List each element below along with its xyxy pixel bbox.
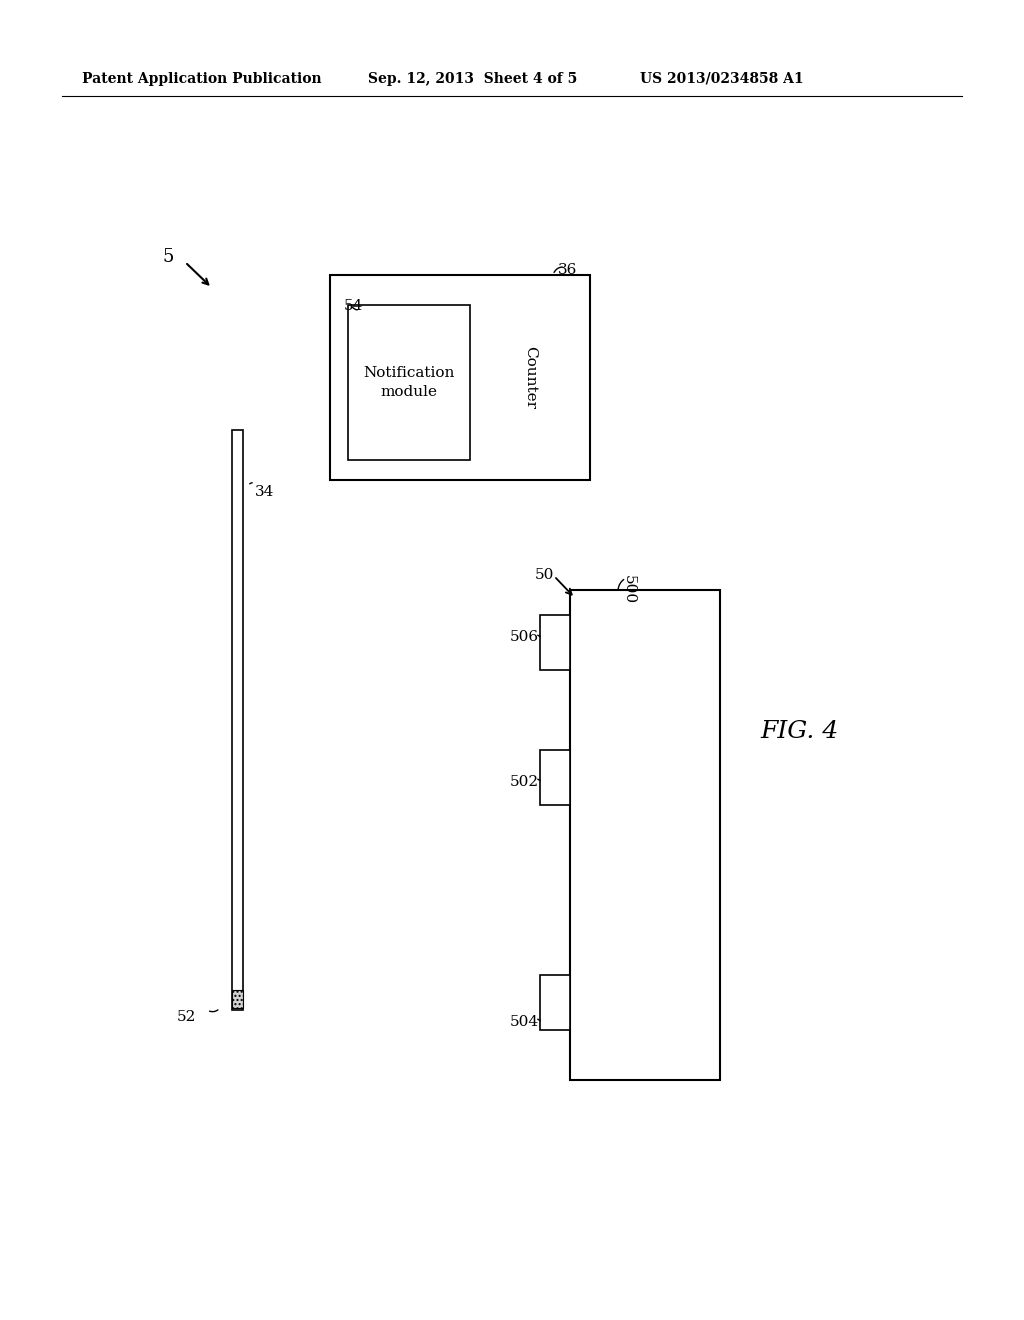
Text: Counter: Counter [523, 346, 537, 409]
Text: Notification
module: Notification module [364, 366, 455, 399]
Text: Patent Application Publication: Patent Application Publication [82, 73, 322, 86]
Text: 504: 504 [510, 1015, 539, 1030]
Text: Sep. 12, 2013  Sheet 4 of 5: Sep. 12, 2013 Sheet 4 of 5 [368, 73, 578, 86]
Text: FIG. 4: FIG. 4 [760, 719, 839, 743]
Text: 54: 54 [344, 300, 364, 313]
Bar [540, 615, 570, 671]
Text: US 2013/0234858 A1: US 2013/0234858 A1 [640, 73, 804, 86]
Text: 500: 500 [622, 576, 636, 605]
Text: 506: 506 [510, 630, 539, 644]
Text: 52: 52 [177, 1010, 197, 1024]
Text: 502: 502 [510, 775, 539, 789]
Bar [540, 975, 570, 1030]
Bar [231, 990, 243, 1008]
Bar [570, 590, 720, 1080]
Text: 34: 34 [255, 484, 274, 499]
Bar [231, 430, 243, 1010]
Bar [348, 305, 470, 459]
Text: 36: 36 [558, 263, 578, 277]
Bar [330, 275, 590, 480]
Text: 50: 50 [535, 568, 554, 582]
Bar [540, 750, 570, 805]
Text: 5: 5 [162, 248, 173, 267]
